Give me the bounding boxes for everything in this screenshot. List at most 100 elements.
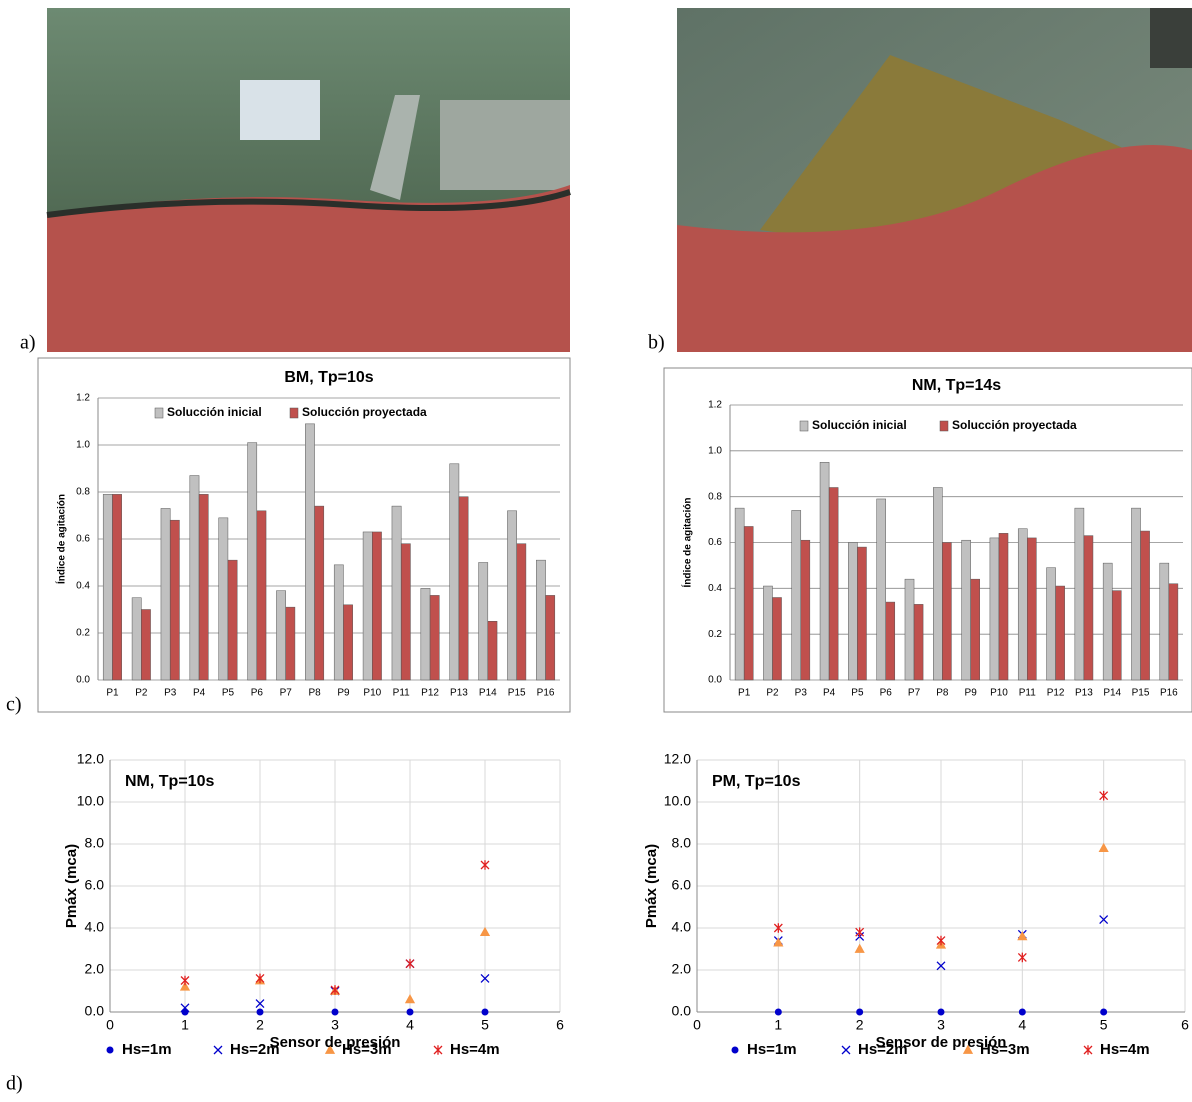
y-tick-label: 2.0 [672,961,692,977]
bar [459,497,468,680]
bar [276,591,285,680]
x-tick-label: 5 [481,1017,489,1033]
y-tick-label: 1.0 [76,440,90,451]
x-tick-label: P7 [908,688,921,699]
x-tick-label: 0 [106,1017,114,1033]
bar [343,605,352,680]
legend-swatch [155,408,163,418]
legend-marker [732,1047,739,1054]
point [407,1009,414,1016]
bar [305,424,314,680]
bar [1027,538,1036,680]
point [482,1009,489,1016]
y-axis-label: Pmáx (mca) [643,844,660,928]
bar [488,621,497,680]
y-tick-label: 1.0 [708,445,722,456]
chart-title: BM, Tp=10s [284,369,373,386]
legend-label: Solucción proyectada [302,405,427,419]
legend-label: Hs=4m [450,1041,500,1058]
bar [829,488,838,681]
x-tick-label: P2 [135,688,148,699]
x-tick-label: P10 [363,688,381,699]
x-tick-label: P1 [106,688,119,699]
point [1100,1009,1107,1016]
panel-label: d) [6,1073,23,1095]
y-tick-label: 0.8 [708,491,722,502]
bar [942,543,951,681]
x-tick-label: 2 [856,1017,864,1033]
x-tick-label: 4 [406,1017,414,1033]
point [1100,791,1108,801]
panel-label: c) [6,694,22,716]
y-tick-label: 0.2 [708,629,722,640]
bar [161,508,170,680]
point [331,985,339,995]
x-tick-label: 1 [774,1017,782,1033]
point [257,1009,264,1016]
x-tick-label: P9 [965,688,978,699]
photo-b [677,8,1192,352]
bar [1018,529,1027,680]
bar [190,476,199,680]
bar [132,598,141,680]
bar [1160,563,1169,680]
point [856,927,864,937]
bar [507,511,516,680]
bar [257,511,266,680]
point [1019,1009,1026,1016]
bar [1131,508,1140,680]
bar [914,604,923,680]
x-tick-label: P1 [738,688,751,699]
bar [905,579,914,680]
bar [170,520,179,680]
y-tick-label: 8.0 [672,835,692,851]
y-tick-label: 0.0 [672,1003,692,1019]
legend-label: Solucción inicial [167,405,262,419]
y-axis-label: Pmáx (mca) [63,844,80,928]
y-tick-label: 10.0 [664,793,691,809]
x-tick-label: 3 [331,1017,339,1033]
bar [877,499,886,680]
bar [763,586,772,680]
bar [1103,563,1112,680]
point [937,936,945,946]
x-tick-label: P10 [990,688,1008,699]
point [774,939,782,946]
bar [820,462,829,680]
x-tick-label: P3 [164,688,177,699]
bar [801,540,810,680]
x-tick-label: 5 [1100,1017,1108,1033]
bar [248,443,257,680]
x-tick-label: 0 [693,1017,701,1033]
y-axis-label: Índice de agitación [55,494,68,584]
point [856,1009,863,1016]
x-tick-label: P3 [795,688,808,699]
x-tick-label: P13 [450,688,468,699]
bar [372,532,381,680]
bar [999,533,1008,680]
bar [772,598,781,681]
x-tick-label: P4 [193,688,206,699]
point [332,1009,339,1016]
legend-marker [434,1045,442,1055]
legend-label: Hs=1m [747,1041,797,1058]
chart-title: NM, Tp=14s [912,377,1001,394]
bar [1056,586,1065,680]
legend-swatch [800,421,808,431]
x-tick-label: P11 [393,688,410,699]
y-tick-label: 0.0 [708,675,722,686]
bar [401,544,410,680]
bar [1141,531,1150,680]
photo-a [47,8,570,352]
point [406,959,414,969]
point [775,1009,782,1016]
x-tick-label: P2 [766,688,779,699]
bar [735,508,744,680]
x-tick-label: P11 [1019,688,1036,699]
bar [1075,508,1084,680]
bar [971,579,980,680]
bar [1112,591,1121,680]
panel-label: b) [648,332,665,354]
y-tick-label: 6.0 [672,877,692,893]
x-tick-label: P6 [251,688,264,699]
